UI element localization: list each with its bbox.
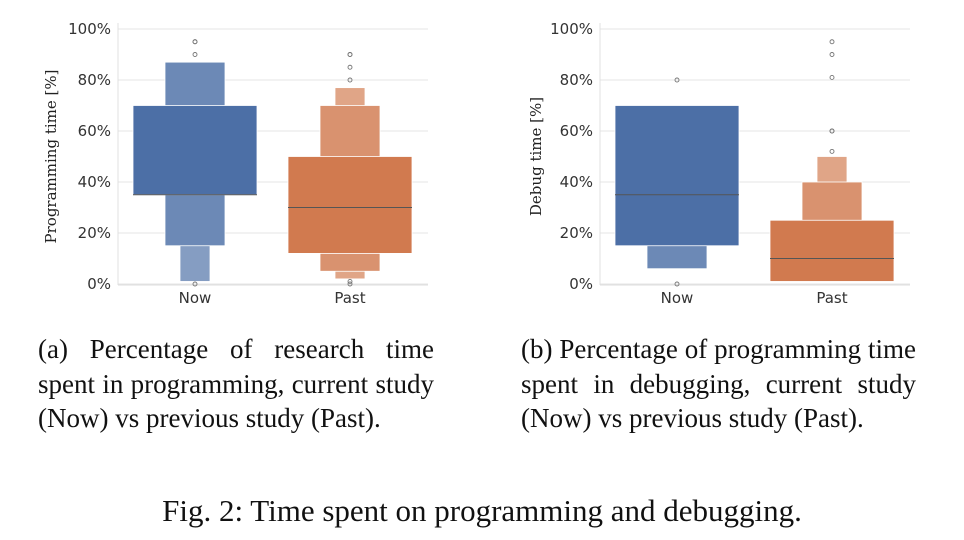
boxen-box-level-1 [287, 156, 413, 254]
y-tick-label: 20% [78, 224, 111, 242]
subcaption-a: (a) Percentage of research time spent in… [38, 334, 434, 433]
y-tick-label: 0% [87, 275, 111, 293]
boxen-box-level-1 [132, 105, 258, 196]
y-tick-label: 100% [550, 20, 593, 38]
y-tick-label: 80% [560, 71, 593, 89]
outlier-point [347, 52, 353, 57]
y-axis-label: Debug time [%] [527, 97, 545, 216]
y-tick-label: 100% [68, 20, 111, 38]
debug-time-chart: 0% 20% 40% 60% 80% 100% Debug time [%] Now Past [527, 20, 910, 307]
y-tick-label: 0% [569, 275, 593, 293]
outlier-point [192, 39, 198, 45]
outlier-point [347, 281, 353, 287]
boxen-past [769, 39, 895, 282]
boxen-now [614, 77, 740, 287]
y-tick-label: 40% [560, 173, 593, 191]
y-tick-label: 20% [560, 224, 593, 242]
outlier-point [829, 52, 835, 57]
figure-caption: Fig. 2: Time spent on programming and de… [162, 493, 802, 528]
y-tick-label: 60% [78, 122, 111, 140]
boxen-now [132, 39, 258, 287]
outlier-point [674, 281, 680, 287]
outlier-point [829, 148, 835, 154]
outlier-point [674, 77, 680, 83]
outlier-point [347, 64, 353, 70]
y-tick-label: 80% [78, 71, 111, 89]
subcaption-b: (b) Percentage of programming time spent… [521, 334, 916, 433]
outlier-point [347, 77, 353, 83]
boxen-box-level-1 [769, 219, 895, 282]
boxen-past [287, 52, 413, 287]
outlier-point [192, 52, 198, 57]
x-tick-label: Now [661, 289, 694, 307]
outlier-point [347, 279, 353, 284]
outlier-point [192, 281, 198, 287]
x-tick-label: Past [334, 289, 365, 307]
y-axis-label: Programming time [%] [42, 70, 60, 244]
x-tick-label: Now [179, 289, 212, 307]
outlier-point [829, 128, 835, 134]
x-tick-label: Past [816, 289, 847, 307]
outlier-point [829, 74, 835, 80]
programming-time-chart: 0% 20% 40% 60% 80% 100% Programming time [%] No… [42, 20, 428, 307]
y-tick-label: 60% [560, 122, 593, 140]
outlier-point [829, 39, 835, 45]
boxen-box-level-1 [614, 105, 740, 247]
y-tick-label: 40% [78, 173, 111, 191]
